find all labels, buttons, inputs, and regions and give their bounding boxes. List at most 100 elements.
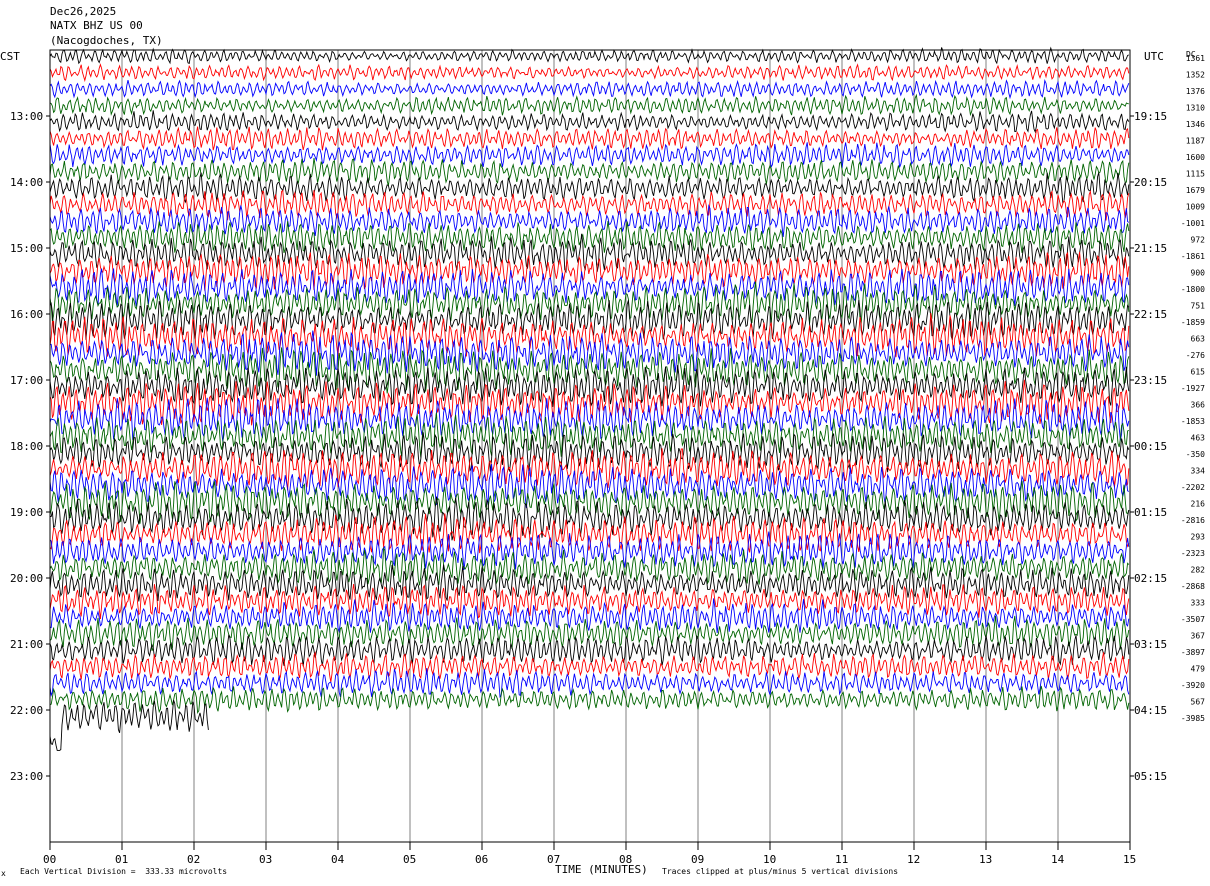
- x-tick-13: 13: [979, 853, 992, 866]
- trace-21: [49, 379, 1130, 426]
- corner-mark: x: [1, 869, 6, 878]
- dc-offset-20: -1927: [1181, 384, 1205, 393]
- dc-offset-35: 367: [1191, 632, 1206, 641]
- clip-note: Traces clipped at plus/minus 5 vertical …: [662, 867, 899, 876]
- trace-29: [49, 513, 1130, 555]
- cst-hour-18:00: 18:00: [10, 440, 43, 453]
- chart-date: Dec26,2025: [50, 5, 117, 18]
- station-code: NATX BHZ US 00: [50, 19, 143, 32]
- trace-19: [49, 347, 1130, 394]
- dc-offset-18: -276: [1186, 351, 1205, 360]
- x-tick-07: 07: [547, 853, 560, 866]
- dc-offset-12: -1861: [1181, 252, 1205, 261]
- trace-11: [49, 221, 1130, 254]
- trace-8: [49, 172, 1130, 204]
- dc-offset-33: 333: [1191, 599, 1206, 608]
- x-tick-05: 05: [403, 853, 416, 866]
- cst-hour-labels: 13:00 14:00 15:00 16:00 17:00 18:00 19:00 20:00…: [10, 110, 50, 783]
- dc-label: DC: [1186, 50, 1196, 59]
- utc-hour-05:15: 05:15: [1134, 770, 1167, 783]
- cst-hour-19:00: 19:00: [10, 506, 43, 519]
- trace-5: [49, 126, 1130, 151]
- cst-hour-16:00: 16:00: [10, 308, 43, 321]
- x-axis-title: TIME (MINUTES): [555, 863, 648, 876]
- dc-offset-19: 615: [1191, 368, 1206, 377]
- trace-23: [49, 412, 1129, 458]
- trace-9: [49, 189, 1130, 221]
- x-tick-01: 01: [115, 853, 128, 866]
- utc-hour-02:15: 02:15: [1134, 572, 1167, 585]
- trace-20: [49, 365, 1130, 407]
- scale-note: Each Vertical Division = 333.33 microvol…: [20, 867, 228, 876]
- dc-offset-25: 334: [1191, 467, 1206, 476]
- trace-33: [49, 584, 1130, 620]
- dc-offset-28: -2816: [1181, 516, 1205, 525]
- cst-hour-21:00: 21:00: [10, 638, 43, 651]
- dc-offset-0: 1361: [1186, 54, 1205, 63]
- x-tick-09: 09: [691, 853, 704, 866]
- dc-offset-34: -3507: [1181, 615, 1205, 624]
- dc-offset-13: 900: [1191, 269, 1206, 278]
- dc-offset-15: 751: [1191, 302, 1206, 311]
- x-tick-04: 04: [331, 853, 345, 866]
- dc-offset-24: -350: [1186, 450, 1205, 459]
- cst-hour-22:00: 22:00: [10, 704, 43, 717]
- trace-40: [49, 700, 209, 751]
- dc-offset-40: -3985: [1181, 714, 1205, 723]
- dc-offset-2: 1376: [1186, 87, 1205, 96]
- utc-hour-03:15: 03:15: [1134, 638, 1167, 651]
- trace-37: [49, 651, 1130, 683]
- trace-7: [49, 157, 1130, 186]
- x-tick-03: 03: [259, 853, 272, 866]
- dc-offset-8: 1679: [1186, 186, 1205, 195]
- dc-offset-37: 479: [1191, 665, 1206, 674]
- x-tick-02: 02: [187, 853, 200, 866]
- trace-22: [49, 397, 1130, 442]
- trace-14: [49, 268, 1130, 308]
- dc-offset-6: 1600: [1186, 153, 1205, 162]
- x-tick-08: 08: [619, 853, 632, 866]
- trace-1: [49, 63, 1130, 83]
- dc-offset-14: -1800: [1181, 285, 1205, 294]
- dc-offset-9: 1009: [1186, 203, 1205, 212]
- trace-12: [49, 233, 1130, 274]
- dc-offset-31: 282: [1191, 566, 1206, 575]
- x-tick-14: 14: [1051, 853, 1065, 866]
- trace-34: [49, 598, 1130, 634]
- dc-offset-3: 1310: [1186, 104, 1205, 113]
- trace-13: [49, 251, 1130, 291]
- trace-2: [49, 78, 1130, 100]
- utc-hour-20:15: 20:15: [1134, 176, 1167, 189]
- dc-offset-36: -3897: [1181, 648, 1205, 657]
- trace-31: [49, 546, 1130, 586]
- trace-10: [49, 203, 1130, 238]
- utc-hour-19:15: 19:15: [1134, 110, 1167, 123]
- dc-offset-5: 1187: [1186, 137, 1205, 146]
- trace-38: [49, 668, 1130, 698]
- utc-hour-23:15: 23:15: [1134, 374, 1167, 387]
- utc-hour-04:15: 04:15: [1134, 704, 1167, 717]
- cst-label: CST: [0, 50, 20, 63]
- trace-28: [50, 496, 1130, 541]
- utc-hour-21:15: 21:15: [1134, 242, 1167, 255]
- trace-39: [49, 685, 1130, 714]
- trace-36: [49, 634, 1130, 667]
- dc-offset-7: 1115: [1186, 170, 1205, 179]
- seismic-traces: [49, 46, 1130, 751]
- utc-label: UTC: [1144, 50, 1164, 63]
- trace-16: [49, 300, 1130, 340]
- dc-offset-10: -1001: [1181, 219, 1205, 228]
- cst-hour-17:00: 17:00: [10, 374, 43, 387]
- dc-offset-27: 216: [1191, 500, 1206, 509]
- dc-offset-39: 567: [1191, 698, 1206, 707]
- x-tick-12: 12: [907, 853, 920, 866]
- dc-offset-4: 1346: [1186, 120, 1205, 129]
- dc-offset-38: -3920: [1181, 681, 1205, 690]
- trace-3: [49, 93, 1129, 117]
- trace-0: [49, 46, 1130, 65]
- station-location: (Nacogdoches, TX): [50, 34, 163, 47]
- x-tick-00: 00: [43, 853, 56, 866]
- x-tick-11: 11: [835, 853, 848, 866]
- cst-hour-14:00: 14:00: [10, 176, 43, 189]
